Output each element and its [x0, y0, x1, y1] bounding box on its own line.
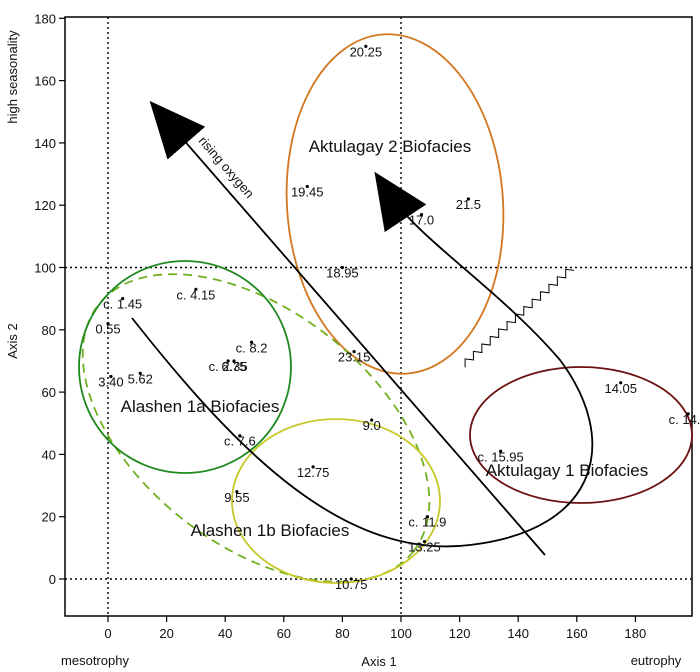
- data-point-label: 9.55: [224, 490, 249, 505]
- y-tick-label: 180: [34, 11, 56, 26]
- data-point-label: 14.05: [604, 381, 637, 396]
- x-tick-label: 40: [218, 626, 232, 641]
- data-point-label: c. 2.35: [209, 359, 248, 374]
- x-tick-label: 140: [507, 626, 529, 641]
- data-point: [499, 449, 503, 453]
- data-point-label: c. 15.95: [477, 449, 523, 464]
- data-point: [232, 359, 236, 363]
- data-point-label: c. 7.6: [224, 434, 256, 449]
- data-point-label: 9.0: [363, 418, 381, 433]
- data-point: [352, 350, 356, 354]
- data-point: [311, 465, 315, 469]
- x-tick-label: 80: [335, 626, 349, 641]
- x-axis: 0 20 40 60 80 100 120 140 160 180: [104, 616, 646, 641]
- data-point-label: 17.0: [409, 213, 434, 228]
- data-point: [121, 297, 125, 301]
- data-point-label: 23.15: [338, 350, 371, 365]
- data-point-label: 10.75: [335, 577, 368, 592]
- data-point-label: 18.95: [326, 266, 359, 281]
- data-point-label: 20.25: [350, 44, 383, 59]
- data-point: [106, 321, 110, 326]
- alashen-1a-circle: [78, 260, 292, 474]
- y-tick-label: 20: [42, 510, 56, 525]
- data-point: [466, 197, 470, 201]
- alashen-1a-label: Alashen 1a Biofacies: [121, 397, 280, 416]
- trajectory-curve: [131, 171, 594, 548]
- data-point-label: c. 4.15: [176, 287, 215, 302]
- y-tick-label: 120: [34, 198, 56, 213]
- alashen-1b-ellipse: [231, 418, 441, 584]
- data-point-label: 0.55: [95, 322, 120, 337]
- x-tick-label: 100: [390, 626, 412, 641]
- rising-oxygen-arrow: [149, 100, 546, 556]
- data-point: [238, 434, 242, 438]
- y-tick-label: 0: [49, 572, 56, 587]
- data-point: [419, 212, 424, 217]
- data-point: [226, 359, 230, 363]
- data-point-label: c. 14.5: [669, 412, 700, 427]
- data-point-label: 12.75: [297, 465, 330, 480]
- data-point: [349, 577, 353, 581]
- data-point: [249, 340, 254, 344]
- x-tick-label: 60: [277, 626, 291, 641]
- data-point-label: 21.5: [456, 197, 481, 212]
- alashen-1b-label: Alashen 1b Biofacies: [191, 521, 350, 540]
- y-tick-label: 100: [34, 261, 56, 276]
- rising-oxygen-label: rising oxygen: [196, 133, 258, 201]
- data-points: 20.25 19.45 21.5 17.0 18.95 c. 1.45 c. 4.15 0.5…: [95, 44, 700, 592]
- y-axis-title: Axis 2: [5, 323, 20, 358]
- y-axis-high-label: high seasonality: [5, 30, 20, 124]
- data-point-label: 13.25: [408, 540, 441, 555]
- x-tick-label: 0: [104, 626, 111, 641]
- data-point: [425, 515, 429, 519]
- x-axis-high-label: eutrophy: [631, 653, 682, 668]
- data-point-label: c. 11.9: [408, 515, 446, 530]
- data-point-label: 5.62: [128, 371, 153, 386]
- data-point: [340, 265, 344, 270]
- data-point-label: c. 8.2: [236, 340, 268, 355]
- aktulagay-1-ellipse: [469, 366, 693, 504]
- y-tick-label: 40: [42, 447, 56, 462]
- data-point: [619, 381, 623, 385]
- data-point: [686, 412, 690, 416]
- aktulagay-2-ellipse: [285, 33, 505, 375]
- x-axis-low-label: mesotrophy: [61, 653, 129, 668]
- y-tick-label: 80: [42, 323, 56, 338]
- x-tick-label: 160: [566, 626, 588, 641]
- zigzag-break-line: [464, 268, 575, 368]
- x-axis-title: Axis 1: [361, 654, 396, 669]
- alashen-1-dashed-envelope: [81, 273, 431, 583]
- data-point-label: c. 1.45: [103, 297, 142, 312]
- biofacies-envelopes: [78, 33, 693, 584]
- data-point: [235, 490, 239, 494]
- data-point: [422, 540, 427, 544]
- y-axis: 0 20 40 60 80 100 120 140 160 180: [34, 11, 65, 587]
- plot-frame: [64, 16, 693, 617]
- data-point: [194, 287, 198, 291]
- data-point: [370, 418, 374, 422]
- x-tick-label: 120: [449, 626, 471, 641]
- y-tick-label: 60: [42, 385, 56, 400]
- aktulagay-1-label: Aktulagay 1 Biofacies: [486, 461, 649, 480]
- data-point-label: 6.75: [221, 359, 246, 374]
- x-tick-label: 180: [625, 626, 647, 641]
- data-point: [364, 44, 368, 48]
- y-tick-label: 140: [34, 136, 56, 151]
- data-point-label: 3.40: [98, 375, 123, 390]
- data-point: [305, 184, 309, 189]
- reference-lines: [65, 17, 692, 616]
- data-point: [138, 371, 142, 376]
- x-tick-label: 20: [159, 626, 173, 641]
- aktulagay-2-label: Aktulagay 2 Biofacies: [309, 137, 472, 156]
- data-point: [109, 374, 113, 379]
- y-tick-label: 160: [34, 74, 56, 89]
- data-point-label: 19.45: [291, 185, 324, 200]
